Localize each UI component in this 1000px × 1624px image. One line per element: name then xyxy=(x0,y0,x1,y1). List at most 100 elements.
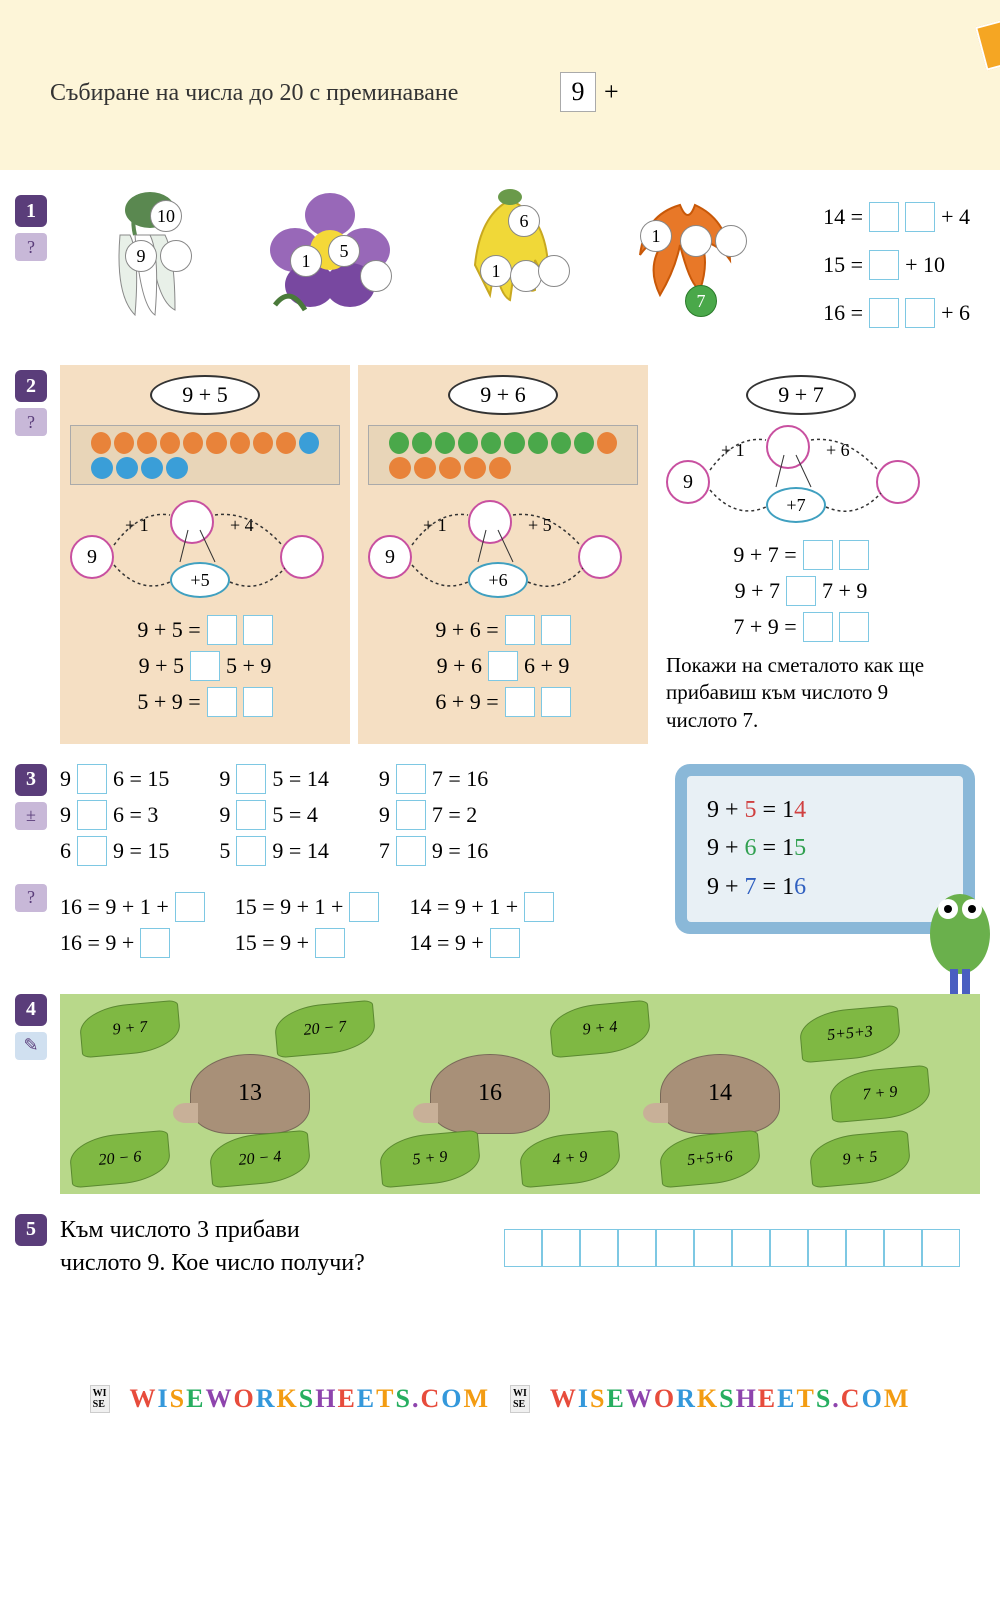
answer-box[interactable] xyxy=(207,615,237,645)
answer-cell[interactable] xyxy=(542,1229,580,1267)
answer-box[interactable] xyxy=(839,612,869,642)
answer-box[interactable] xyxy=(236,764,266,794)
answer-box[interactable] xyxy=(869,202,899,232)
ex5-answer-grid xyxy=(504,1229,960,1267)
answer-box[interactable] xyxy=(803,612,833,642)
bead xyxy=(597,432,617,454)
bead xyxy=(137,432,157,454)
answer-box[interactable] xyxy=(236,836,266,866)
answer-box[interactable] xyxy=(175,892,205,922)
answer-cell[interactable] xyxy=(732,1229,770,1267)
leaf-expression: 20 − 6 xyxy=(68,1130,172,1189)
bead xyxy=(206,432,226,454)
answer-box[interactable] xyxy=(349,892,379,922)
answer-box[interactable] xyxy=(524,892,554,922)
answer-cell[interactable] xyxy=(884,1229,922,1267)
ex2-panel: 9 + 6 9 + 1 + 5 +6 9 + 6 =9 + 66 + 96 + … xyxy=(358,365,648,744)
hedgehog: 13 xyxy=(190,1054,310,1134)
leaf-expression: 7 + 9 xyxy=(828,1065,932,1124)
answer-box[interactable] xyxy=(541,687,571,717)
answer-box[interactable] xyxy=(243,615,273,645)
wm-logo-icon: WISE xyxy=(510,1385,530,1413)
answer-box[interactable] xyxy=(839,540,869,570)
pencil-badge: ✎ xyxy=(15,1032,47,1060)
equation-line: 9 + 55 + 9 xyxy=(70,651,340,681)
bead xyxy=(389,457,411,479)
leaf-expression: 9 + 7 xyxy=(78,1000,182,1059)
answer-cell[interactable] xyxy=(656,1229,694,1267)
bead xyxy=(489,457,511,479)
equation-row: 14 =+ 4 xyxy=(823,195,970,239)
equation-line: 9 + 7 = xyxy=(666,540,936,570)
bead xyxy=(439,457,461,479)
ex3b-column: 14 = 9 + 1 +14 = 9 + xyxy=(409,892,554,964)
answer-box[interactable] xyxy=(396,764,426,794)
answer-box[interactable] xyxy=(396,836,426,866)
bead xyxy=(91,432,111,454)
flowers-row: 109156117 xyxy=(80,185,760,325)
bead xyxy=(435,432,455,454)
split-diagram: 9 + 1 + 5 +6 xyxy=(368,500,638,600)
header-eq-op: + xyxy=(604,77,619,107)
bead-row xyxy=(389,457,617,479)
equation-row: 15 = 9 + xyxy=(235,928,380,958)
equation-line: 9 + 66 + 9 xyxy=(368,651,638,681)
answer-box[interactable] xyxy=(505,687,535,717)
tablet-line: 9 + 7 = 16 xyxy=(707,868,943,906)
abacus xyxy=(70,425,340,485)
answer-box[interactable] xyxy=(869,250,899,280)
leaf-expression: 20 − 4 xyxy=(208,1130,312,1189)
exercise-5: 5 Към числото 3 прибави числото 9. Кое ч… xyxy=(0,1214,1000,1294)
answer-box[interactable] xyxy=(77,764,107,794)
bead xyxy=(504,432,524,454)
answer-box[interactable] xyxy=(207,687,237,717)
bead xyxy=(389,432,409,454)
answer-cell[interactable] xyxy=(846,1229,884,1267)
expression-oval: 9 + 5 xyxy=(150,375,260,415)
answer-cell[interactable] xyxy=(580,1229,618,1267)
equation-row: 95 = 14 xyxy=(219,764,328,794)
instruction-text: Покажи на сметалото как ще прибавиш към … xyxy=(666,652,936,734)
answer-box[interactable] xyxy=(77,836,107,866)
flower-number-circle: 1 xyxy=(290,245,322,277)
answer-box[interactable] xyxy=(786,576,816,606)
answer-box[interactable] xyxy=(490,928,520,958)
answer-cell[interactable] xyxy=(808,1229,846,1267)
hint-badge: ? xyxy=(15,884,47,912)
flower-number-circle: 1 xyxy=(480,255,512,287)
answer-box[interactable] xyxy=(905,202,935,232)
leaf-expression: 4 + 9 xyxy=(518,1130,622,1189)
hedgehog: 14 xyxy=(660,1054,780,1134)
header-equation: 9 + xyxy=(560,72,619,112)
leaf-expression: 5+5+6 xyxy=(658,1130,762,1189)
answer-box[interactable] xyxy=(505,615,535,645)
answer-box[interactable] xyxy=(236,800,266,830)
answer-box[interactable] xyxy=(243,687,273,717)
answer-box[interactable] xyxy=(869,298,899,328)
leaf-expression: 9 + 5 xyxy=(808,1130,912,1189)
answer-box[interactable] xyxy=(190,651,220,681)
answer-box[interactable] xyxy=(315,928,345,958)
answer-box[interactable] xyxy=(488,651,518,681)
equation-row: 15 = 9 + 1 + xyxy=(235,892,380,922)
answer-box[interactable] xyxy=(77,800,107,830)
answer-box[interactable] xyxy=(541,615,571,645)
bead xyxy=(528,432,548,454)
ex2-panels: 9 + 5 9 + 1 + 4 +5 9 + 5 =9 + 55 + 95 + … xyxy=(60,365,1000,744)
answer-cell[interactable] xyxy=(694,1229,732,1267)
bead xyxy=(116,457,138,479)
flower-number-circle: 9 xyxy=(125,240,157,272)
equation-line: 9 + 6 = xyxy=(368,615,638,645)
answer-box[interactable] xyxy=(803,540,833,570)
exercise-badge: 1 xyxy=(15,195,47,227)
answer-cell[interactable] xyxy=(618,1229,656,1267)
answer-cell[interactable] xyxy=(770,1229,808,1267)
answer-box[interactable] xyxy=(905,298,935,328)
answer-cell[interactable] xyxy=(504,1229,542,1267)
exercise-badge: 4 xyxy=(15,994,47,1026)
answer-box[interactable] xyxy=(396,800,426,830)
answer-box[interactable] xyxy=(140,928,170,958)
abacus xyxy=(368,425,638,485)
answer-cell[interactable] xyxy=(922,1229,960,1267)
bead xyxy=(299,432,319,454)
